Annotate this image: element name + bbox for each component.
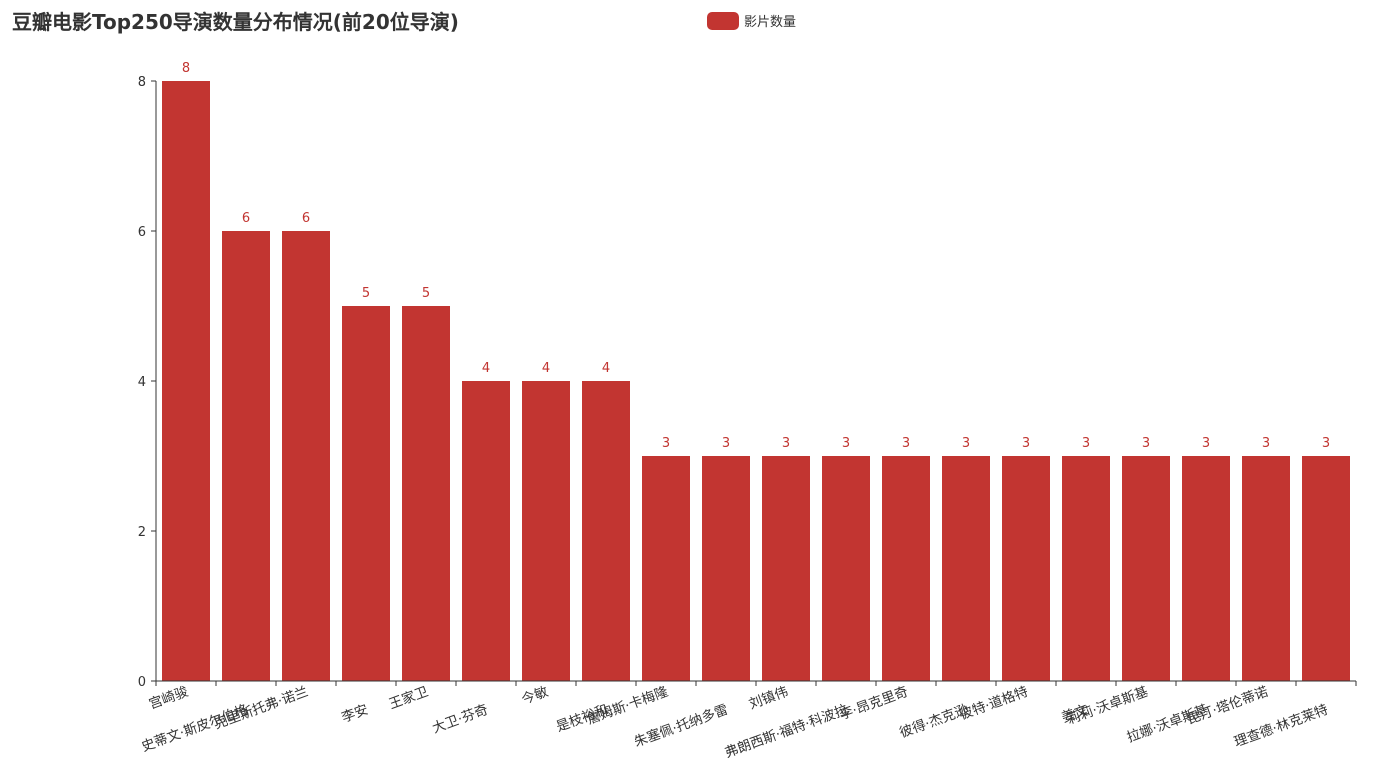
bar-value-label: 3 [1322,436,1330,451]
x-category-label: 王家卫 [386,683,430,713]
bar [642,456,690,681]
x-category-label: 李安 [340,702,371,726]
bar [822,456,870,681]
bar-value-label: 3 [1202,436,1210,451]
bar [282,231,330,681]
legend-item[interactable]: 影片数量 [707,11,796,30]
x-category-label: 大卫·芬奇 [430,701,491,737]
bar-value-label: 5 [422,286,430,301]
bar [402,306,450,681]
bar [1302,456,1350,681]
y-tick-label: 4 [138,375,146,390]
bar-value-label: 3 [962,436,970,451]
bar-value-label: 8 [182,61,190,76]
x-category-label: 理查德·林克莱特 [1232,702,1330,751]
legend-swatch [707,11,739,30]
bar [1242,456,1290,681]
chart-title: 豆瓣电影Top250导演数量分布情况(前20位导演) [12,10,459,34]
bar [882,456,930,681]
bar-value-label: 3 [1142,436,1150,451]
bar-value-label: 3 [1082,436,1090,451]
x-category-label: 弗朗西斯·福特·科波拉 [723,702,851,762]
bar [162,81,210,681]
bar-value-label: 3 [782,436,790,451]
bar [222,231,270,681]
bar-value-label: 6 [302,211,310,226]
bar [342,306,390,681]
bar [702,456,750,681]
y-tick-label: 2 [138,525,146,540]
bar-value-label: 4 [482,361,490,376]
bar-value-label: 4 [542,361,550,376]
bar [1182,456,1230,681]
legend-label: 影片数量 [744,15,797,30]
bar-value-label: 3 [842,436,850,451]
bar-value-label: 6 [242,211,250,226]
bar [942,456,990,681]
bar-value-label: 4 [602,361,610,376]
bar-value-label: 3 [1022,436,1030,451]
bar-value-label: 5 [362,286,370,301]
bar [462,381,510,681]
x-category-label: 朱塞佩·托纳多雷 [632,701,731,751]
y-tick-label: 0 [138,675,146,690]
x-category-label: 今敏 [520,684,551,708]
y-tick-label: 6 [138,225,146,240]
bar [1062,456,1110,681]
x-category-label: 李·昂克里奇 [837,683,910,724]
bar [1122,456,1170,681]
bar-value-label: 3 [1262,436,1270,451]
x-category-label: 宫崎骏 [147,684,191,713]
x-category-label: 彼特·道格特 [957,684,1030,724]
y-tick-label: 8 [138,75,146,90]
bar-value-label: 3 [662,436,670,451]
bar [1002,456,1050,681]
x-category-label: 刘镇伟 [747,684,791,713]
bar [762,456,810,681]
bar-value-label: 3 [902,436,910,451]
bar [582,381,630,681]
bar [522,381,570,681]
bar-value-label: 3 [722,436,730,451]
